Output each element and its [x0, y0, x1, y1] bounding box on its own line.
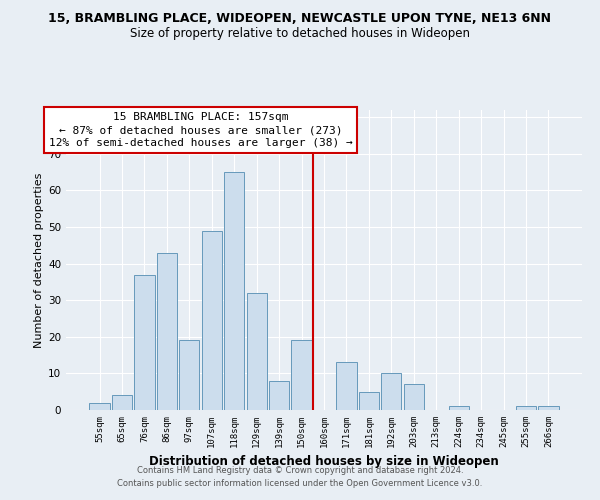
- Bar: [179, 340, 199, 410]
- Bar: [538, 406, 559, 410]
- Text: 15 BRAMBLING PLACE: 157sqm
← 87% of detached houses are smaller (273)
12% of sem: 15 BRAMBLING PLACE: 157sqm ← 87% of deta…: [49, 112, 352, 148]
- Bar: [202, 230, 222, 410]
- Bar: [449, 406, 469, 410]
- Bar: [381, 374, 401, 410]
- Bar: [89, 402, 110, 410]
- X-axis label: Distribution of detached houses by size in Wideopen: Distribution of detached houses by size …: [149, 456, 499, 468]
- Bar: [269, 380, 289, 410]
- Bar: [224, 172, 244, 410]
- Text: 15, BRAMBLING PLACE, WIDEOPEN, NEWCASTLE UPON TYNE, NE13 6NN: 15, BRAMBLING PLACE, WIDEOPEN, NEWCASTLE…: [49, 12, 551, 26]
- Bar: [404, 384, 424, 410]
- Bar: [157, 252, 177, 410]
- Bar: [112, 396, 132, 410]
- Text: Size of property relative to detached houses in Wideopen: Size of property relative to detached ho…: [130, 28, 470, 40]
- Text: Contains HM Land Registry data © Crown copyright and database right 2024.
Contai: Contains HM Land Registry data © Crown c…: [118, 466, 482, 487]
- Bar: [292, 340, 311, 410]
- Bar: [247, 293, 267, 410]
- Bar: [134, 274, 155, 410]
- Bar: [337, 362, 356, 410]
- Bar: [359, 392, 379, 410]
- Y-axis label: Number of detached properties: Number of detached properties: [34, 172, 44, 348]
- Bar: [516, 406, 536, 410]
